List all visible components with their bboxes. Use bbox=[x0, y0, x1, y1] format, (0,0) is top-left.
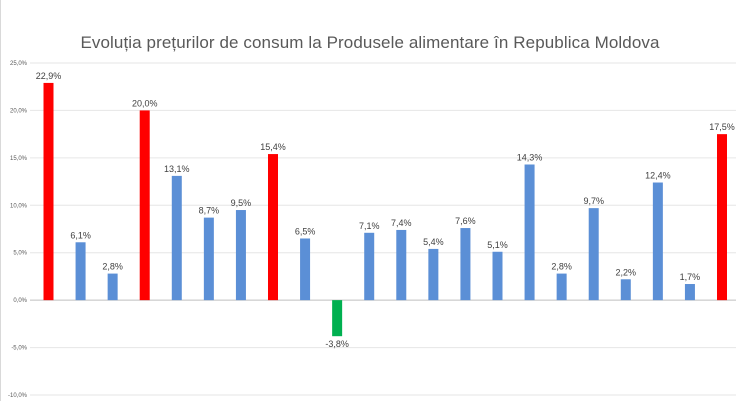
bar bbox=[171, 175, 182, 301]
data-label: 9,5% bbox=[231, 198, 252, 208]
bar bbox=[43, 82, 54, 301]
data-label: 12,4% bbox=[645, 171, 671, 181]
data-label: 6,1% bbox=[70, 230, 91, 240]
data-label: 14,3% bbox=[517, 152, 543, 162]
data-label: 2,2% bbox=[616, 267, 637, 277]
chart-title: Evoluția prețurilor de consum la Produse… bbox=[80, 33, 660, 52]
y-tick-label: 15,0% bbox=[10, 156, 28, 162]
data-label: 9,7% bbox=[583, 196, 604, 206]
bar bbox=[588, 208, 599, 301]
y-tick-label: 20,0% bbox=[10, 108, 28, 114]
bar bbox=[75, 242, 86, 301]
data-label: 5,1% bbox=[487, 240, 508, 250]
data-labels: 22,9% 6,1% 2,8% 20,0% 13,1% 8,7% 9,5% 15,4% 6,5%… bbox=[36, 71, 735, 349]
bar bbox=[524, 164, 535, 301]
bar bbox=[684, 284, 695, 301]
bar bbox=[203, 217, 214, 301]
y-tick-label: -5,0% bbox=[11, 346, 27, 352]
bar bbox=[268, 154, 278, 301]
data-label: 17,5% bbox=[709, 122, 735, 132]
bar bbox=[107, 273, 118, 301]
y-tick-label: -10,0% bbox=[8, 393, 28, 399]
data-label: 2,8% bbox=[551, 262, 572, 272]
bar bbox=[620, 279, 631, 301]
data-label: 6,5% bbox=[295, 226, 316, 236]
data-label: 7,6% bbox=[455, 216, 476, 226]
bar bbox=[235, 210, 246, 301]
data-label: 8,7% bbox=[199, 206, 220, 216]
y-tick-label: 25,0% bbox=[10, 61, 28, 67]
bar bbox=[556, 273, 567, 301]
y-axis-ticks: 25,0% 20,0% 15,0% 10,0% 5,0% 0,0% -5,0% -10,0% bbox=[8, 61, 28, 399]
bar bbox=[428, 248, 439, 301]
bar bbox=[300, 238, 311, 301]
bar bbox=[396, 229, 407, 301]
data-label: 13,1% bbox=[164, 164, 190, 174]
data-label: 22,9% bbox=[36, 71, 62, 81]
data-label: 5,4% bbox=[423, 237, 444, 247]
data-label: 7,4% bbox=[391, 218, 412, 228]
data-label: 15,4% bbox=[260, 142, 286, 152]
bar bbox=[364, 232, 375, 301]
data-label: 2,8% bbox=[102, 262, 123, 272]
bar bbox=[460, 228, 471, 301]
bars bbox=[43, 82, 727, 337]
y-tick-label: 10,0% bbox=[10, 203, 28, 209]
gridlines bbox=[30, 62, 736, 396]
data-label: 1,7% bbox=[680, 272, 701, 282]
y-tick-label: 5,0% bbox=[13, 251, 27, 257]
data-label: -3,8% bbox=[325, 339, 349, 349]
y-tick-label: 0,0% bbox=[13, 298, 27, 304]
data-label: 20,0% bbox=[132, 98, 158, 108]
bar bbox=[332, 300, 343, 337]
bar bbox=[717, 134, 727, 301]
bar bbox=[492, 251, 503, 301]
data-label: 7,1% bbox=[359, 221, 380, 231]
bar bbox=[139, 110, 150, 301]
bar bbox=[652, 182, 663, 301]
